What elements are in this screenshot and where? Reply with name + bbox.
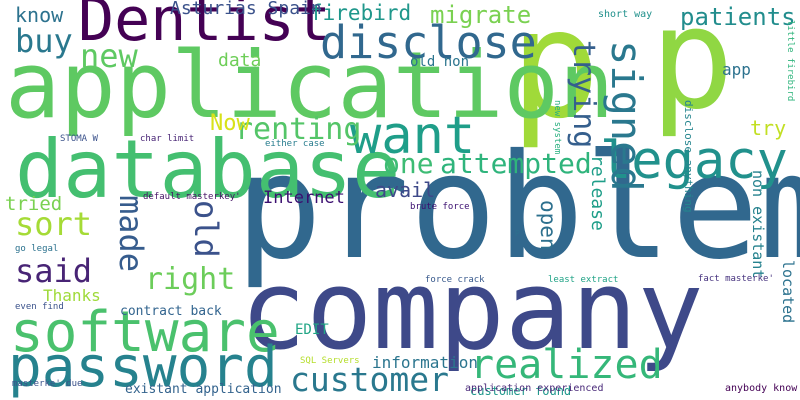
word-problem: problem	[235, 123, 800, 292]
word-least-extract: least extract	[548, 275, 619, 285]
word-application-experienced: application experienced	[465, 383, 604, 394]
word-app: app	[722, 60, 751, 79]
word-legacy: legacy	[600, 131, 788, 191]
word-little-firebird: little firebird	[785, 20, 795, 102]
word-either-case: either case	[265, 139, 325, 149]
word-dentist: Dentist	[78, 0, 331, 55]
word-now: Now	[210, 111, 250, 136]
word-right: right	[145, 262, 236, 297]
word-new-system: new system	[552, 100, 562, 155]
word-old: old	[187, 200, 225, 258]
word-patients: patients	[680, 3, 796, 31]
word-said: said	[15, 252, 93, 290]
word-trying: trying	[566, 40, 601, 149]
word-signed: signed	[602, 40, 651, 192]
word-p: p	[510, 0, 601, 152]
word-made: made	[112, 195, 150, 273]
word-software: software	[10, 300, 280, 365]
word-renting: renting	[235, 112, 362, 147]
word-data: data	[218, 50, 262, 71]
word-customer: customer	[290, 360, 449, 399]
word-go-legal: go legal	[15, 244, 59, 254]
word-p: p	[650, 0, 735, 141]
word-disclose-anything: disclose anything	[682, 100, 695, 213]
word-database: database	[15, 123, 401, 216]
word-know: know	[15, 3, 64, 27]
word-thanks: Thanks	[43, 286, 101, 305]
word-open: open	[536, 200, 560, 251]
word-brute-force: brute force	[410, 202, 470, 212]
word-sql-servers: SQL Servers	[300, 356, 360, 366]
word-stoma-w: STOMA W	[60, 134, 98, 144]
word-p: P	[515, 229, 520, 238]
word-customer-found: customer found	[470, 384, 572, 398]
word-fact-masterke: fact masterke'	[698, 274, 774, 284]
word-internet: Internet	[263, 188, 345, 208]
word-tried: tried	[5, 193, 63, 215]
word-asturias-spain: Asturias Spain	[170, 0, 322, 19]
word-anybody-know: anybody know	[725, 383, 798, 394]
word-want: want	[350, 106, 476, 166]
word-information: information	[372, 353, 478, 372]
word-release: release	[587, 155, 608, 231]
word-non-existant: non existant	[749, 170, 767, 279]
word-buy: buy	[15, 22, 73, 60]
word-sort: sort	[15, 205, 93, 243]
word-realized: realized	[470, 342, 663, 388]
word-default-masterkey: default masterkey'	[143, 192, 241, 202]
word-edit: EDIT	[295, 322, 329, 338]
word-force-crack: force crack	[425, 275, 485, 285]
word-existant-application: existant application	[125, 382, 282, 397]
word-char-limit: char limit	[140, 134, 195, 144]
word-application: application	[5, 32, 615, 139]
word-located: located	[779, 260, 797, 324]
word-avail: avail	[375, 178, 436, 202]
word-password: password	[8, 335, 278, 400]
word-company: company	[240, 246, 704, 374]
word-contract-back: contract back	[120, 304, 222, 319]
word-disclose: disclose	[320, 16, 537, 69]
word-attempted: attempted	[440, 147, 592, 180]
word-short-way: short way	[598, 9, 653, 20]
word-firebird: firebird	[310, 1, 412, 25]
word-migrate: migrate	[430, 1, 532, 29]
word-try: try	[750, 116, 787, 140]
word-new: new	[80, 37, 138, 75]
word-old-non: old non	[410, 54, 470, 70]
word-even-find: even find	[15, 302, 64, 312]
word-masterke-due: masterke' due	[12, 379, 83, 389]
word-one: one	[383, 147, 434, 180]
